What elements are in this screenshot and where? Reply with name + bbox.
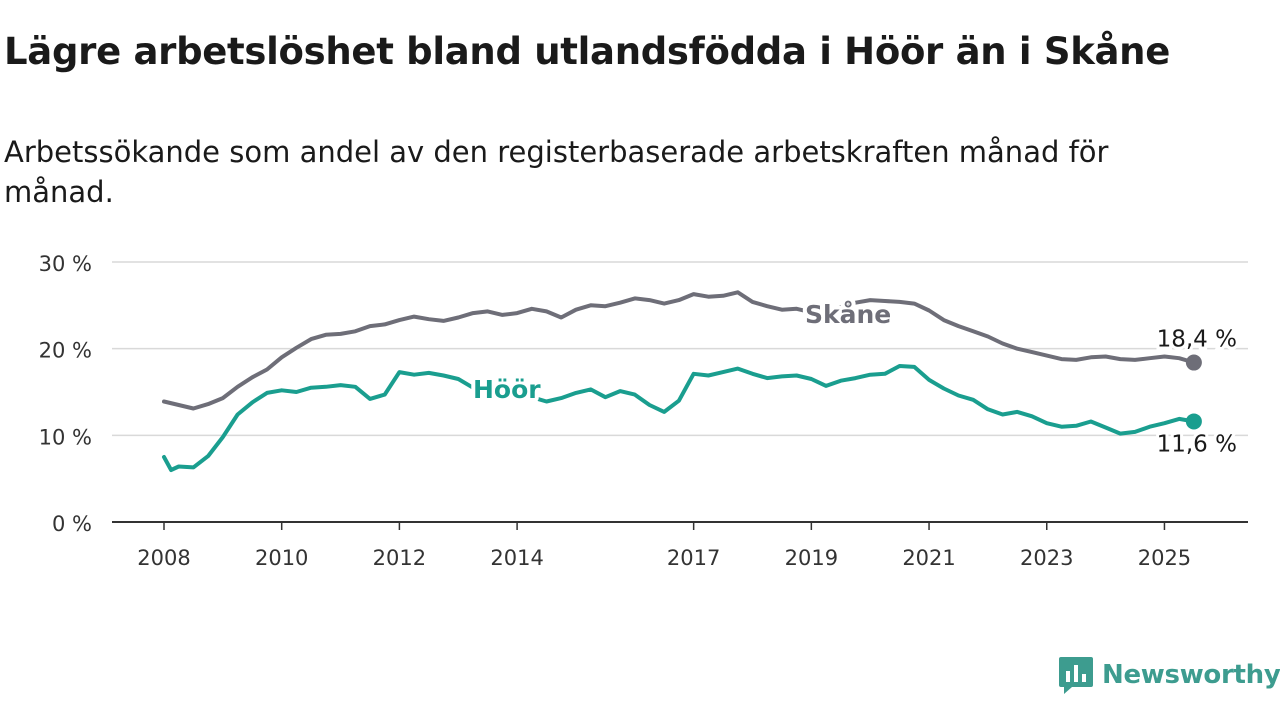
skane-end-label: 18,4 % [1157, 327, 1237, 353]
series-name-hoor: Höör [473, 375, 541, 404]
x-tick-label: 2017 [667, 546, 720, 570]
x-tick-label: 2019 [785, 546, 838, 570]
gridlines [112, 261, 1248, 437]
brand-name: Newsworthy [1102, 660, 1280, 690]
skane-end-point [1185, 354, 1202, 371]
series-name-skane: Skåne [805, 300, 891, 329]
x-axis: 2008 2010 2012 2014 2017 2019 2021 2023 2025 [112, 521, 1248, 570]
line-chart: 0 % 10 % 20 % 30 % 2008 2010 2012 2014 2017 2019… [39, 252, 1248, 570]
newsworthy-logo: Newsworthy [1058, 654, 1280, 696]
y-tick-label: 10 % [39, 425, 92, 449]
chart-subtitle: Arbetssökande som andel av den registerb… [4, 135, 1109, 209]
x-tick-label: 2008 [137, 546, 190, 570]
x-tick-label: 2021 [902, 546, 955, 570]
y-tick-label: 30 % [39, 252, 92, 276]
chart-title: Lägre arbetslöshet bland utlandsfödda i … [4, 30, 1171, 73]
hoor-line [162, 364, 1196, 472]
hoor-end-point [1185, 413, 1202, 430]
skane-line [162, 290, 1196, 411]
series-lines [162, 290, 1196, 472]
y-tick-label: 0 % [52, 512, 92, 536]
series-labels: Skåne Höör 18,4 % 11,6 % [469, 296, 1240, 460]
y-tick-label: 20 % [39, 339, 92, 363]
x-tick-label: 2023 [1020, 546, 1073, 570]
hoor-end-label: 11,6 % [1157, 431, 1237, 457]
x-tick-label: 2014 [490, 546, 543, 570]
chart-bubble-icon [1059, 657, 1093, 694]
x-tick-label: 2012 [373, 546, 426, 570]
x-tick-label: 2010 [255, 546, 308, 570]
y-axis-tick-labels: 0 % 10 % 20 % 30 % [39, 252, 92, 536]
x-tick-label: 2025 [1138, 546, 1191, 570]
